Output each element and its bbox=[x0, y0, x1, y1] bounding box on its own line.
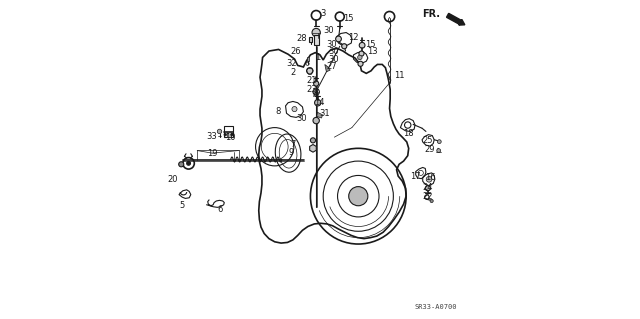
Circle shape bbox=[187, 161, 191, 165]
Circle shape bbox=[359, 51, 364, 56]
Text: 1: 1 bbox=[316, 53, 321, 62]
Circle shape bbox=[310, 138, 316, 143]
Circle shape bbox=[358, 55, 362, 60]
Polygon shape bbox=[317, 112, 323, 118]
Text: 14: 14 bbox=[314, 98, 324, 107]
Circle shape bbox=[179, 162, 184, 167]
Circle shape bbox=[359, 42, 365, 48]
Text: 6: 6 bbox=[218, 205, 223, 214]
Text: 15: 15 bbox=[365, 40, 375, 48]
Text: 33: 33 bbox=[207, 132, 218, 141]
Circle shape bbox=[358, 61, 363, 66]
Bar bbox=[314, 35, 319, 45]
Text: 12: 12 bbox=[348, 33, 358, 42]
Text: 30: 30 bbox=[328, 47, 339, 56]
Text: SR33-A0700: SR33-A0700 bbox=[414, 304, 457, 310]
Circle shape bbox=[349, 187, 368, 206]
Circle shape bbox=[307, 68, 313, 74]
FancyArrow shape bbox=[447, 13, 465, 25]
Text: 29: 29 bbox=[424, 145, 435, 154]
Circle shape bbox=[313, 117, 319, 124]
Text: 10: 10 bbox=[225, 133, 236, 142]
Circle shape bbox=[230, 133, 233, 136]
Text: 13: 13 bbox=[367, 47, 378, 56]
Text: 30: 30 bbox=[326, 40, 337, 48]
Text: 22: 22 bbox=[422, 192, 433, 201]
Circle shape bbox=[335, 36, 341, 42]
Circle shape bbox=[312, 28, 320, 37]
Bar bbox=[307, 57, 308, 61]
Text: 28: 28 bbox=[296, 34, 307, 43]
Circle shape bbox=[224, 133, 227, 136]
Text: 20: 20 bbox=[168, 175, 178, 184]
Circle shape bbox=[436, 149, 440, 152]
Text: 9: 9 bbox=[289, 148, 294, 157]
Text: 3: 3 bbox=[320, 9, 325, 18]
Circle shape bbox=[292, 107, 297, 112]
Circle shape bbox=[218, 129, 221, 134]
Circle shape bbox=[437, 140, 441, 144]
Text: 18: 18 bbox=[404, 129, 414, 138]
Bar bbox=[224, 126, 233, 137]
Bar bbox=[309, 37, 312, 42]
Circle shape bbox=[430, 199, 433, 203]
Text: 30: 30 bbox=[324, 26, 334, 35]
Text: 23: 23 bbox=[307, 85, 317, 94]
Text: 32: 32 bbox=[287, 59, 297, 68]
Polygon shape bbox=[310, 145, 316, 152]
Bar bbox=[227, 132, 230, 137]
Text: 8: 8 bbox=[276, 107, 281, 116]
Text: 30: 30 bbox=[296, 114, 307, 123]
Text: 21: 21 bbox=[307, 76, 317, 85]
Text: 24: 24 bbox=[422, 183, 433, 192]
Text: 25: 25 bbox=[422, 137, 433, 145]
Text: 7: 7 bbox=[291, 140, 296, 149]
Text: 17: 17 bbox=[410, 172, 420, 181]
Circle shape bbox=[315, 100, 321, 106]
Text: FR.: FR. bbox=[422, 9, 440, 19]
Circle shape bbox=[426, 176, 432, 182]
Circle shape bbox=[314, 81, 319, 86]
Text: 5: 5 bbox=[179, 201, 184, 210]
Circle shape bbox=[425, 186, 430, 191]
Text: 2: 2 bbox=[291, 68, 296, 77]
Text: 19: 19 bbox=[207, 149, 217, 158]
Text: 4: 4 bbox=[314, 91, 319, 100]
Text: 30: 30 bbox=[328, 56, 339, 64]
Text: 16: 16 bbox=[424, 173, 435, 182]
Text: 26: 26 bbox=[290, 47, 301, 56]
Text: 11: 11 bbox=[394, 71, 404, 80]
Text: 27: 27 bbox=[326, 63, 337, 71]
Text: 15: 15 bbox=[343, 14, 353, 23]
Text: 31: 31 bbox=[319, 109, 330, 118]
Circle shape bbox=[342, 44, 347, 49]
Polygon shape bbox=[324, 64, 330, 72]
